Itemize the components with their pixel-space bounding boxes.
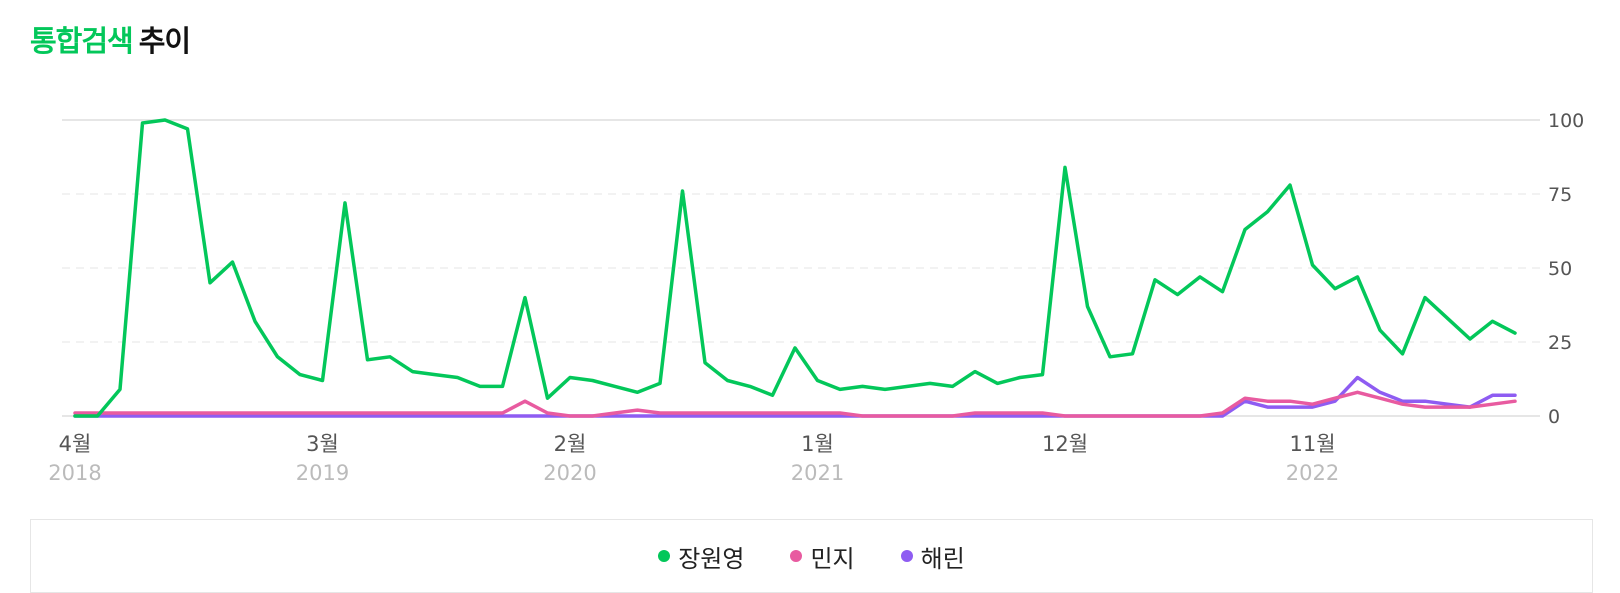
y-tick-label: 50 (1548, 258, 1572, 280)
y-tick-label: 25 (1548, 332, 1572, 354)
legend-item-series-1[interactable]: 민지 (790, 539, 855, 574)
legend-label: 장원영 (678, 544, 745, 573)
x-tick-month-label: 11월 (1289, 432, 1335, 456)
legend-item-series-2[interactable]: 해린 (900, 539, 965, 574)
chart-title: 통합검색 추이 (30, 18, 191, 60)
x-tick-month-label: 3월 (306, 432, 339, 456)
legend-item-series-0[interactable]: 장원영 (658, 539, 744, 574)
x-tick-year-label: 2022 (1286, 461, 1339, 485)
y-tick-label: 0 (1548, 406, 1560, 428)
x-tick-year-label: 2019 (296, 461, 349, 485)
x-tick-year-label: 2020 (543, 461, 596, 485)
legend-label: 민지 (810, 544, 855, 573)
chart-title-accent: 통합검색 (30, 24, 134, 58)
x-tick-month-label: 4월 (59, 432, 92, 456)
series-line-2 (73, 375, 1517, 418)
x-tick-month-label: 12월 (1042, 432, 1088, 456)
series-line-1 (73, 390, 1517, 418)
x-tick-month-label: 2월 (554, 432, 587, 456)
chart-title-rest: 추이 (138, 24, 191, 58)
series-line-0 (73, 118, 1517, 418)
trend-line-chart: 100 75 50 25 0 4월 2018 3월 2019 2월 2020 1월 2021 12월 11월… (48, 110, 1584, 485)
legend: 장원영 민지 해린 (30, 519, 1593, 593)
legend-dot-icon (658, 550, 671, 562)
y-tick-label: 75 (1548, 184, 1572, 206)
y-tick-label: 100 (1548, 110, 1584, 132)
x-tick-year-label: 2018 (48, 461, 101, 485)
x-tick-month-label: 1월 (801, 432, 834, 456)
legend-dot-icon (790, 550, 803, 562)
x-tick-year-label: 2021 (791, 461, 844, 485)
legend-dot-icon (900, 550, 913, 562)
legend-label: 해린 (920, 544, 965, 573)
